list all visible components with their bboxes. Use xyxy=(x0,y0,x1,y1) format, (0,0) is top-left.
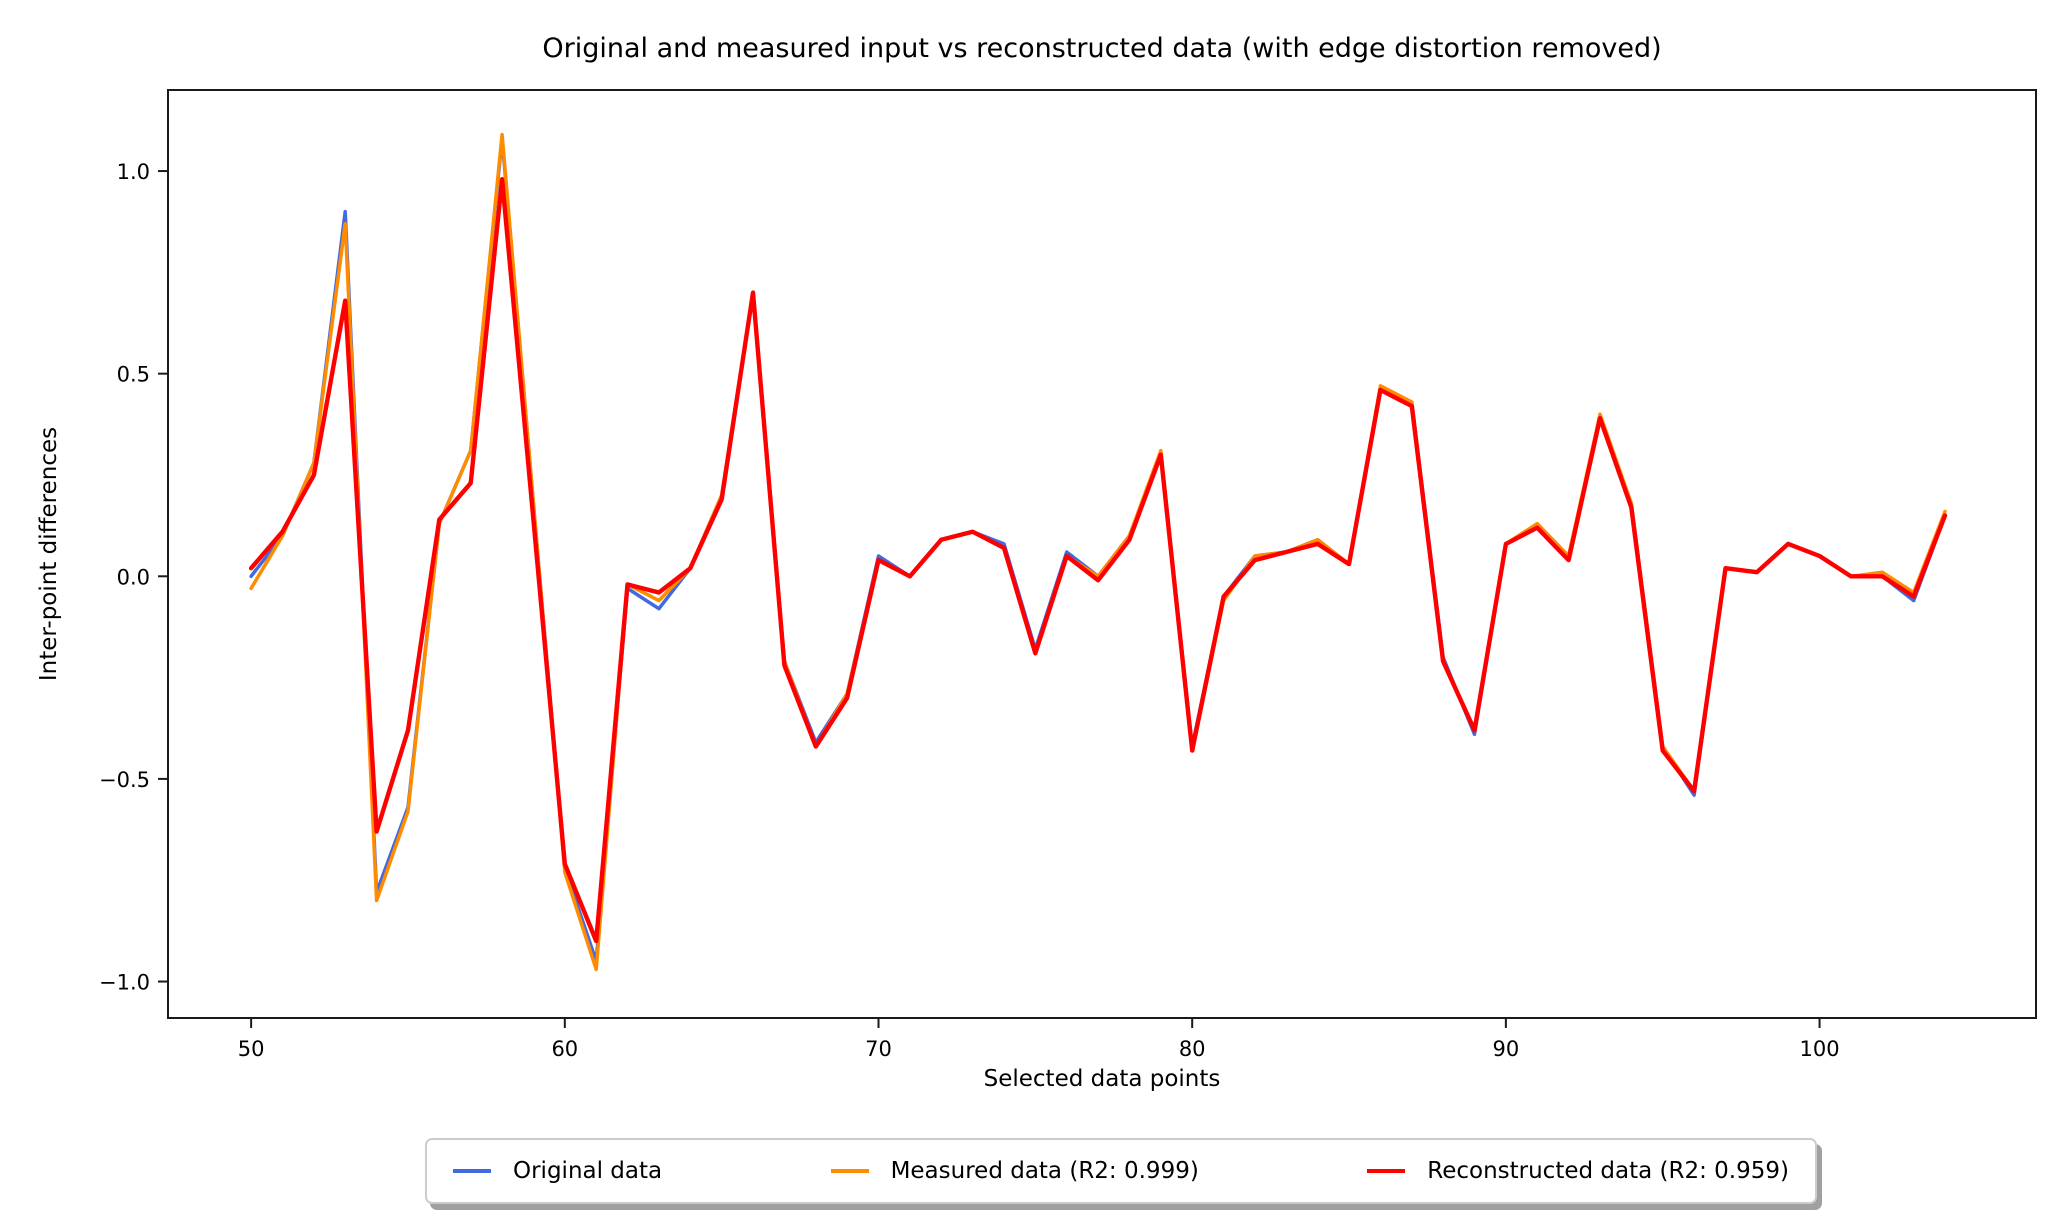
x-tick-label: 90 xyxy=(1493,1037,1520,1061)
legend-label-measured: Measured data (R2: 0.999) xyxy=(890,1158,1199,1184)
y-tick-label: −0.5 xyxy=(99,768,150,792)
legend-item-measured: Measured data (R2: 0.999) xyxy=(830,1158,1199,1184)
legend-line-swatch-original xyxy=(453,1169,491,1173)
y-tick-label: 1.0 xyxy=(117,160,150,184)
reconstructed-data-line xyxy=(248,176,1948,944)
x-tick-label: 100 xyxy=(1800,1037,1840,1061)
legend-item-reconstructed: Reconstructed data (R2: 0.959) xyxy=(1367,1158,1789,1184)
x-axis-label: Selected data points xyxy=(983,1066,1221,1092)
legend-label-original: Original data xyxy=(513,1158,663,1184)
y-tick-label: 0.0 xyxy=(117,565,150,589)
series-lines xyxy=(248,132,1948,972)
plot-frame xyxy=(167,89,2037,1019)
measured-data-line xyxy=(249,132,1947,972)
original-data-line xyxy=(249,136,1947,964)
legend-label-reconstructed: Reconstructed data (R2: 0.959) xyxy=(1427,1158,1789,1184)
x-tick-label: 60 xyxy=(551,1037,578,1061)
legend-item-original: Original data xyxy=(453,1158,662,1184)
x-tick-label: 80 xyxy=(1179,1037,1206,1061)
y-axis-ticks: 1.0 0.5 0.0 −0.5 −1.0 xyxy=(99,160,168,995)
y-tick-label: 0.5 xyxy=(117,363,150,387)
y-axis-label: Inter-point differences xyxy=(36,426,62,682)
x-tick-label: 50 xyxy=(238,1037,265,1061)
chart-title: Original and measured input vs reconstru… xyxy=(542,33,1662,64)
y-tick-label: −1.0 xyxy=(99,971,150,995)
x-tick-label: 70 xyxy=(865,1037,892,1061)
legend-line-swatch-reconstructed xyxy=(1367,1169,1406,1173)
legend-line-swatch-measured xyxy=(830,1169,869,1173)
x-axis-ticks: 50 60 70 80 90 100 xyxy=(238,1018,1840,1061)
legend: Original data Measured data (R2: 0.999) … xyxy=(425,1138,1817,1204)
